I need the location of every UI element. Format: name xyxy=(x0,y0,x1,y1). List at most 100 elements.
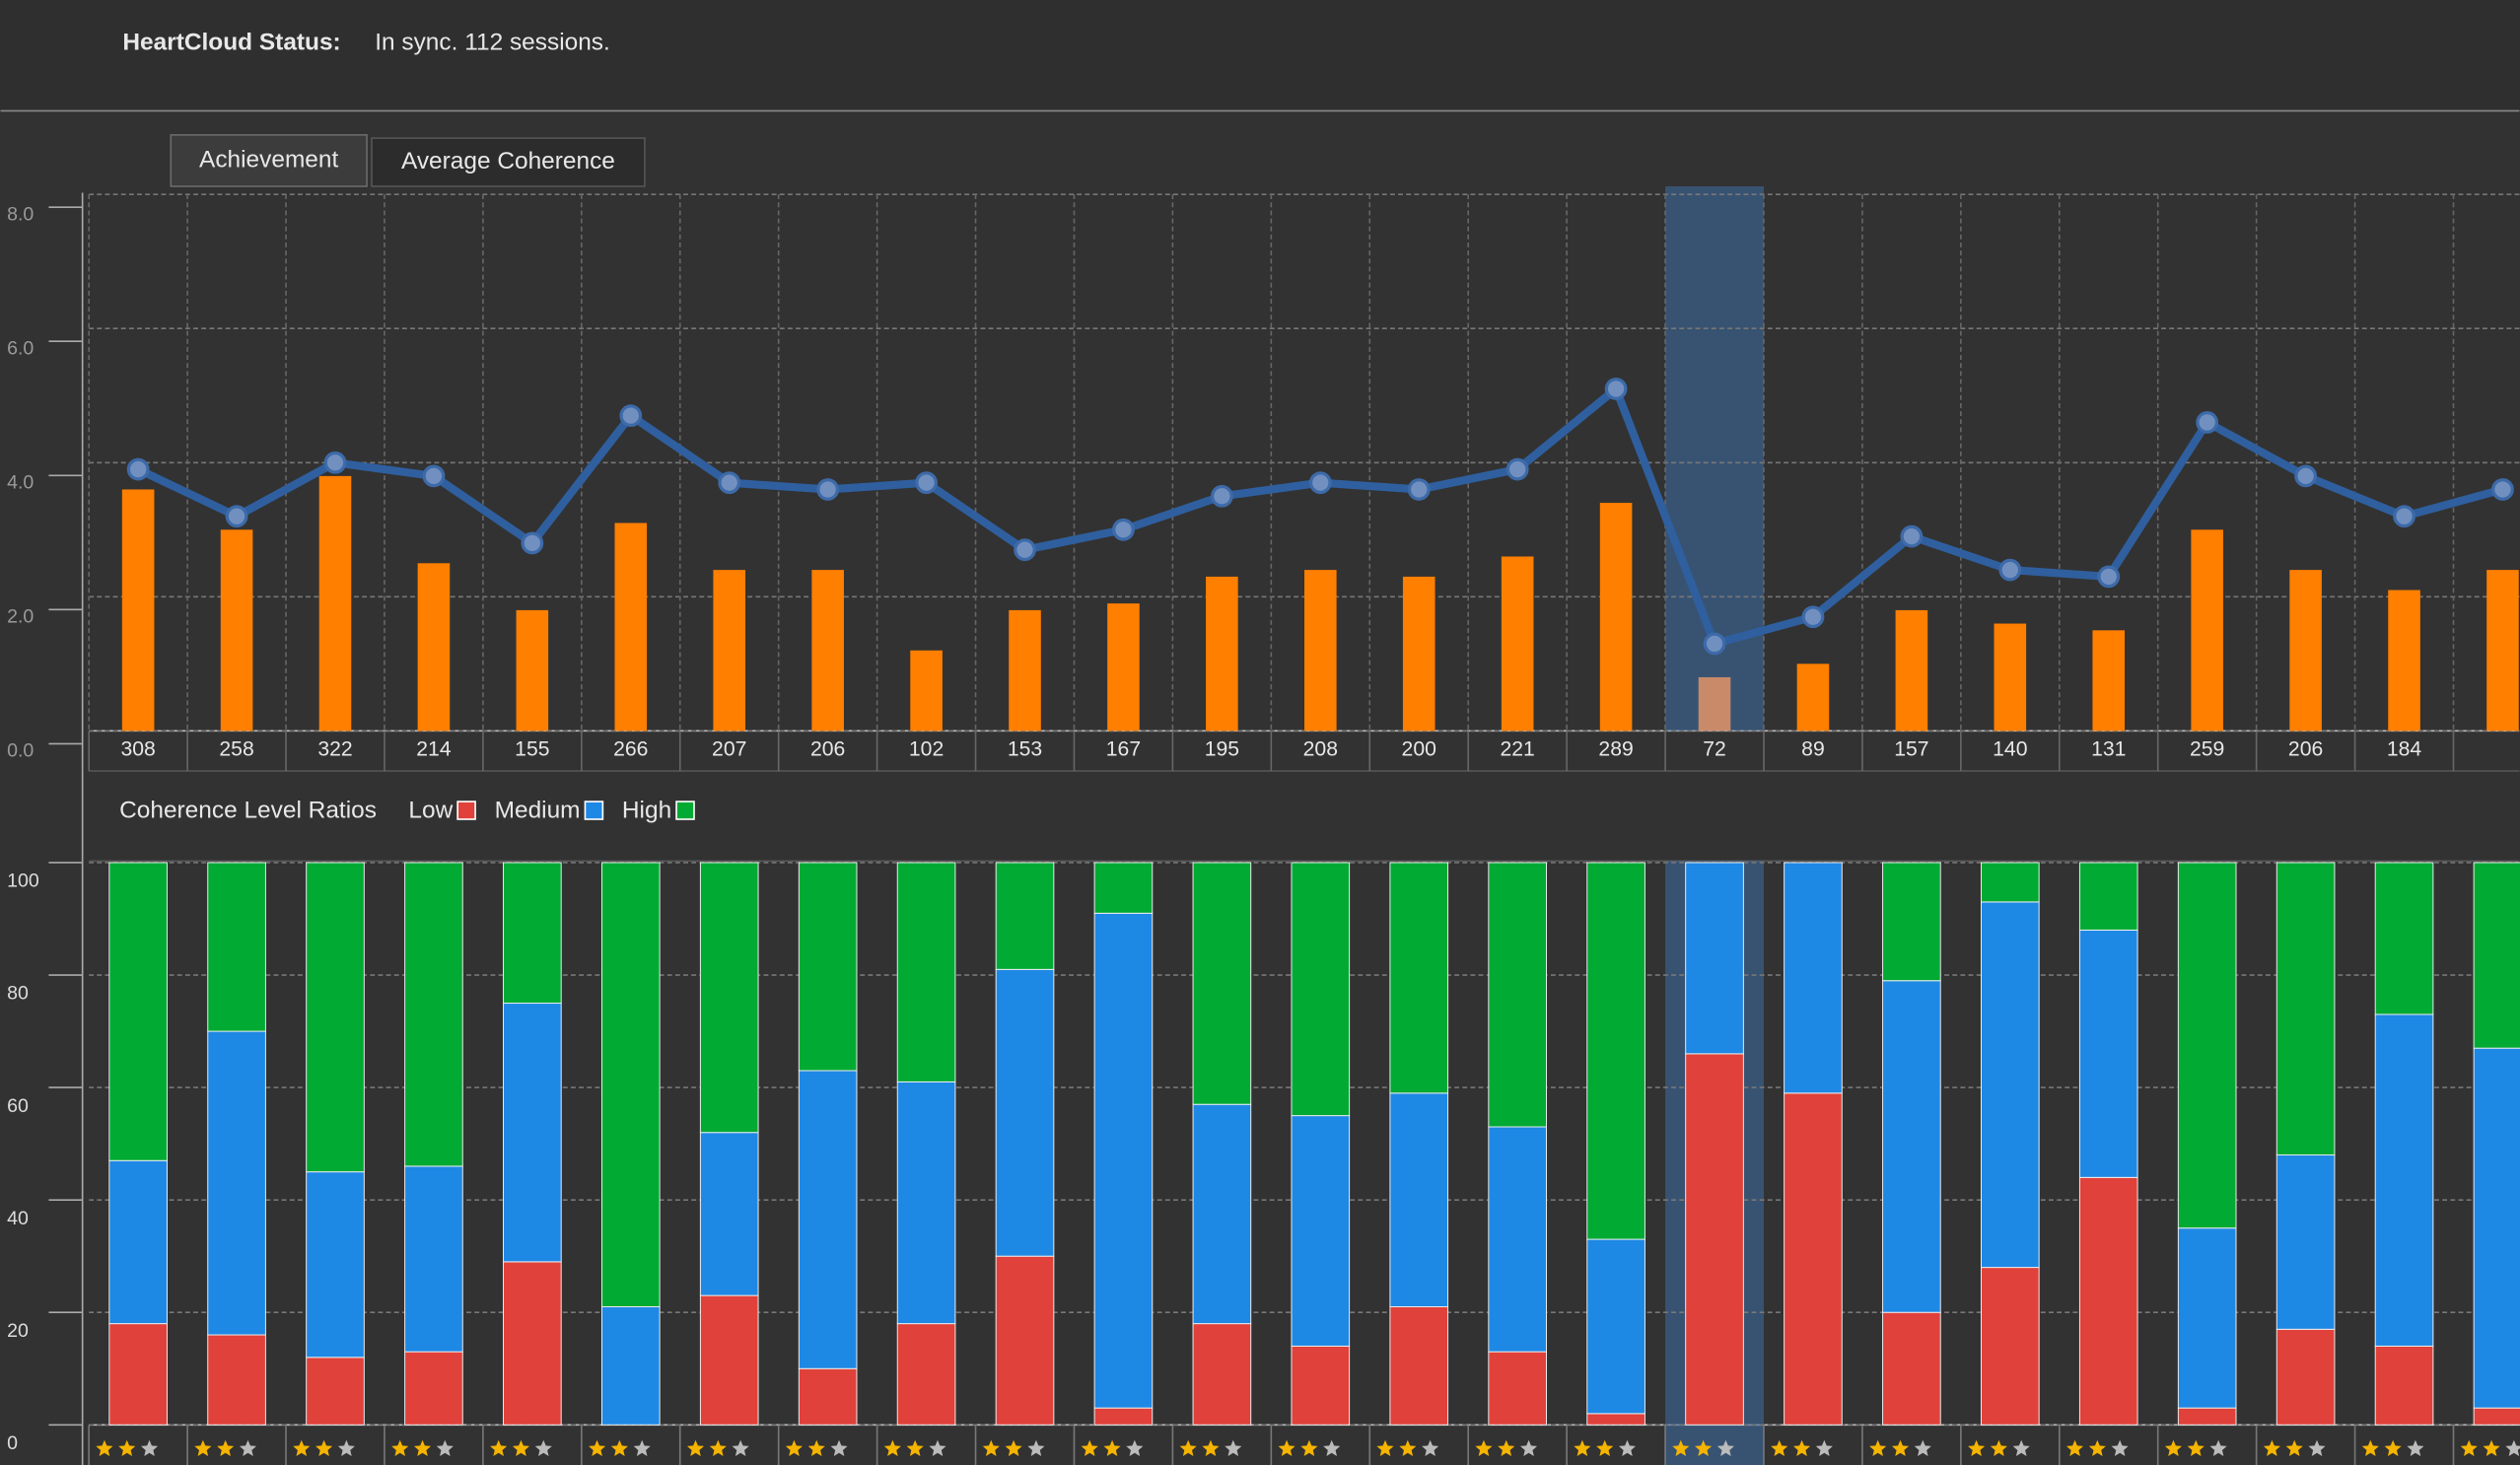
bar-segment xyxy=(1685,862,1744,1055)
rating-star xyxy=(1027,1439,1045,1456)
rating-star xyxy=(2263,1439,2280,1456)
point xyxy=(2097,565,2121,589)
bar xyxy=(1994,623,2027,732)
rating-star xyxy=(1815,1439,1833,1456)
bar xyxy=(910,650,943,732)
rating-star xyxy=(1968,1439,1986,1456)
bar-segment xyxy=(699,1294,759,1426)
bar-segment xyxy=(1093,1407,1154,1426)
rating-star xyxy=(1278,1439,1295,1456)
rating-star xyxy=(686,1439,705,1456)
rating-star xyxy=(589,1439,606,1456)
x-tick-label: 157 xyxy=(1894,738,1928,761)
x-tick-label: 259 xyxy=(2190,738,2224,761)
rating-star xyxy=(96,1439,113,1456)
rating-star xyxy=(1202,1439,1220,1456)
bar-segment xyxy=(1980,901,2040,1269)
bar xyxy=(713,570,746,732)
rating-star xyxy=(1422,1439,1439,1456)
tab[interactable] xyxy=(371,137,646,187)
bar-segment xyxy=(1488,1351,1547,1426)
rating-star xyxy=(2483,1439,2500,1456)
bar xyxy=(1206,576,1238,732)
bar-segment xyxy=(699,1132,759,1296)
bar xyxy=(1599,503,1633,732)
rating-star xyxy=(337,1439,355,1456)
bar-segment xyxy=(207,862,266,1032)
x-tick-label: 140 xyxy=(1993,738,2027,761)
bar xyxy=(811,570,844,732)
y-tick-label: 60 xyxy=(7,1095,29,1117)
bar xyxy=(1009,609,1041,732)
rating-star xyxy=(490,1439,508,1456)
point xyxy=(2393,505,2415,528)
rating-star xyxy=(2384,1439,2402,1456)
point xyxy=(2196,411,2219,434)
bar-segment xyxy=(1291,862,1351,1117)
bar xyxy=(318,475,352,732)
rating-star xyxy=(293,1439,311,1456)
bar-segment xyxy=(2177,862,2237,1229)
rating-star xyxy=(709,1439,727,1456)
bar-segment xyxy=(896,862,956,1082)
rating-star xyxy=(2460,1439,2478,1456)
legend-swatch xyxy=(456,801,476,820)
point xyxy=(2491,478,2514,501)
bar-segment xyxy=(503,862,562,1005)
bar xyxy=(1895,609,1928,732)
x-tick-label: 214 xyxy=(416,738,452,761)
bar-segment xyxy=(404,1351,463,1426)
rating-star xyxy=(830,1439,848,1456)
bar-segment xyxy=(699,862,759,1134)
y-tick-label: 4.0 xyxy=(7,472,34,494)
y-tick-label: 40 xyxy=(7,1208,29,1229)
rating-star xyxy=(1179,1439,1197,1456)
bar-segment xyxy=(1882,1311,1941,1426)
rating-star xyxy=(315,1439,333,1456)
rating-star xyxy=(883,1439,901,1456)
x-tick-label: 221 xyxy=(1501,738,1535,761)
rating-star xyxy=(1225,1439,1242,1456)
bar-segment xyxy=(1980,862,2040,903)
rating-star xyxy=(1596,1439,1614,1456)
bar xyxy=(2191,529,2223,732)
tab-label[interactable]: Achievement xyxy=(199,146,338,173)
x-tick-label: 266 xyxy=(613,738,648,761)
y-tick-label: 100 xyxy=(7,871,39,892)
bar-segment xyxy=(2374,1013,2434,1347)
rating-star xyxy=(906,1439,924,1456)
bar-segment xyxy=(306,1171,365,1359)
rating-star xyxy=(1869,1439,1887,1456)
rating-star xyxy=(1716,1439,1734,1456)
bar-segment xyxy=(1784,862,1843,1094)
bar xyxy=(1304,570,1337,732)
x-tick-label: 167 xyxy=(1106,738,1141,761)
x-tick-label: 258 xyxy=(219,738,253,761)
bar-segment xyxy=(1389,1092,1449,1307)
bar xyxy=(614,523,648,732)
rating-star xyxy=(1300,1439,1318,1456)
bar-segment xyxy=(1389,1306,1449,1426)
bar-segment xyxy=(503,1261,562,1426)
bar-segment xyxy=(1093,862,1154,914)
bar-segment xyxy=(1488,1126,1547,1353)
bar-segment xyxy=(1192,1103,1252,1325)
rating-star xyxy=(732,1439,749,1456)
point xyxy=(1505,457,1529,481)
bar-segment xyxy=(2374,862,2434,1015)
bar-segment xyxy=(600,862,661,1307)
bar-segment xyxy=(306,862,365,1173)
rating-star xyxy=(217,1439,235,1456)
tab[interactable] xyxy=(170,134,368,187)
point xyxy=(816,478,840,501)
legend-label: Medium xyxy=(495,797,581,823)
bar-segment xyxy=(108,1159,168,1325)
tab-label[interactable]: Average Coherence xyxy=(401,148,615,174)
bar-segment xyxy=(995,1255,1055,1426)
bar xyxy=(2289,570,2322,732)
bar xyxy=(121,489,155,732)
x-tick-label: 200 xyxy=(1402,738,1436,761)
point xyxy=(1801,605,1825,629)
chart-title: Coherence Level Ratios xyxy=(119,797,377,823)
bar-segment xyxy=(1685,1053,1744,1426)
